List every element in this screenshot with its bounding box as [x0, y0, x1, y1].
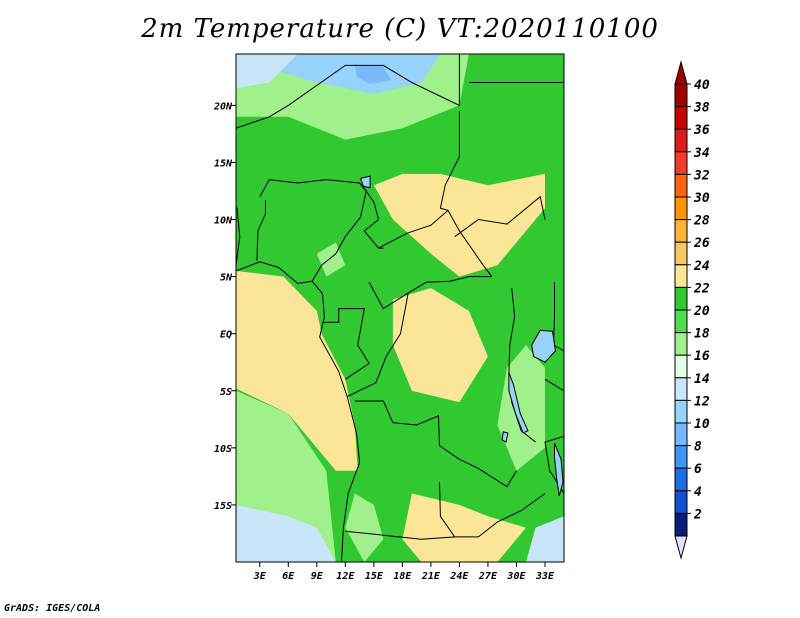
colorbar-swatch [674, 196, 688, 221]
colorbar-label: 16 [694, 349, 710, 364]
colorbar-label: 14 [694, 372, 710, 387]
colorbar-label: 6 [694, 462, 702, 477]
colorbar-swatch [674, 106, 688, 130]
colorbar-swatch [674, 128, 688, 153]
lon-tick-label: 24E [449, 571, 469, 582]
lake-mweru [501, 431, 509, 443]
border-uganda-kenya [552, 282, 564, 352]
field-region-sahara-cold [236, 54, 298, 89]
colorbar-label: 20 [693, 304, 710, 319]
border-car-south [368, 276, 492, 310]
colorbar-swatch [674, 173, 688, 198]
lon-tick-label: 18E [393, 571, 412, 582]
lat-tick-label: 5N [220, 273, 233, 284]
colorbar-label: 10 [694, 417, 710, 432]
colorbar-label: 4 [694, 485, 702, 500]
colorbar-swatch [674, 445, 688, 469]
lon-tick-label: 21E [421, 571, 441, 582]
lake-tanganyika [508, 372, 529, 434]
colorbar-under-arrow [674, 535, 688, 560]
lat-tick-label: 10N [214, 216, 233, 227]
border-drc-congo [346, 293, 409, 397]
border-niger-algeria [236, 64, 346, 129]
plot-frame [235, 53, 565, 563]
colorbar-over-arrow [674, 60, 688, 85]
lon-tick-label: 33E [535, 571, 555, 582]
colorbar-label: 40 [694, 78, 710, 93]
colorbar-label: 2 [693, 507, 702, 522]
colorbar-swatch [674, 377, 688, 401]
colorbar-swatch [674, 332, 688, 356]
lat-tick-label: 15S [214, 501, 232, 512]
colorbar-swatch [674, 83, 688, 108]
colorbar-swatch [674, 264, 688, 288]
border-west-coastline [236, 261, 361, 562]
colorbar-label: 34 [693, 146, 710, 161]
colorbar-label: 38 [693, 101, 710, 116]
lake-malawi [554, 443, 564, 496]
border-chad-sudan [439, 111, 460, 211]
lon-tick-label: 27E [478, 571, 498, 582]
colorbar-label: 18 [694, 327, 710, 342]
lon-tick-label: 30E [506, 571, 526, 582]
border-zambia-south [454, 493, 546, 538]
lon-tick-label: 3E [253, 571, 267, 582]
colorbar-label: 8 [694, 440, 702, 455]
colorbar-label: 32 [693, 168, 710, 183]
field-region-sahel-warm [373, 173, 545, 277]
border-congo-gabon [323, 308, 370, 380]
border-tanzania-east [544, 378, 564, 494]
colorbar-swatch [674, 286, 688, 311]
field-region-central-warm [392, 288, 488, 403]
field-region-kalahari-warm [402, 493, 526, 562]
lon-tick-label: 6E [282, 571, 295, 582]
colorbar-label: 28 [693, 214, 710, 229]
colorbar-swatch [674, 354, 688, 379]
colorbar-swatch [674, 512, 688, 537]
colorbar-swatch [674, 219, 688, 243]
temperature-field [236, 54, 564, 562]
lat-tick-label: EQ [220, 330, 232, 341]
field-region-gulf-of-guinea-warm [236, 270, 358, 471]
lat-tick-label: 10S [214, 444, 232, 455]
lat-tick-label: 15N [214, 158, 233, 169]
colorbar-swatch [674, 422, 688, 447]
field-region-sahara-cold-blue [354, 64, 391, 84]
field-region-east-highland-cold [526, 516, 564, 562]
border-libya-chad [345, 54, 460, 107]
colorbar-label: 24 [693, 259, 710, 274]
colorbar-label: 30 [693, 191, 710, 206]
border-sudan-south-sudan [454, 195, 546, 238]
border-nigeria-benin [256, 200, 266, 261]
field-region-angola-cool [345, 493, 384, 562]
colorbar-swatch [674, 151, 688, 175]
grads-credit: GrADS: IGES/COLA [4, 603, 101, 614]
lon-tick-label: 15E [365, 571, 384, 582]
colorbar-label: 36 [693, 123, 710, 138]
colorbar-swatch [674, 241, 688, 266]
lake-chad [359, 175, 371, 189]
latitude-axis: 20N 15N 10N 5N EQ 5S 10S 15S [213, 101, 236, 512]
lat-tick-label: 20N [213, 101, 233, 112]
border-drc-angola [354, 400, 517, 488]
colorbar-swatch [674, 309, 688, 334]
colorbar-swatch [674, 490, 688, 514]
field-region-cameroon-cool [316, 242, 346, 277]
chart-title: 2m Temperature (C) VT:2020110100 [141, 14, 659, 44]
longitude-axis: 3E 6E 9E 12E 15E 18E 21E 24E 27E 30E 33E [253, 562, 555, 582]
lake-victoria [531, 329, 556, 363]
colorbar-swatch [674, 399, 688, 424]
colorbar-label: 22 [693, 281, 710, 296]
country-borders [236, 54, 564, 562]
colorbar-label: 12 [694, 394, 710, 409]
field-region-south-atlantic-cooler [236, 504, 336, 562]
colorbar: 40 38 36 34 32 30 28 26 24 22 20 18 16 14 12 10 8 6 4 2 [674, 60, 710, 560]
colorbar-swatch [674, 467, 688, 492]
border-nigeria-cameroon [311, 190, 367, 282]
colorbar-label: 26 [693, 236, 710, 251]
lon-tick-label: 12E [336, 571, 355, 582]
lon-tick-label: 9E [311, 571, 324, 582]
lat-tick-label: 5S [220, 387, 232, 398]
